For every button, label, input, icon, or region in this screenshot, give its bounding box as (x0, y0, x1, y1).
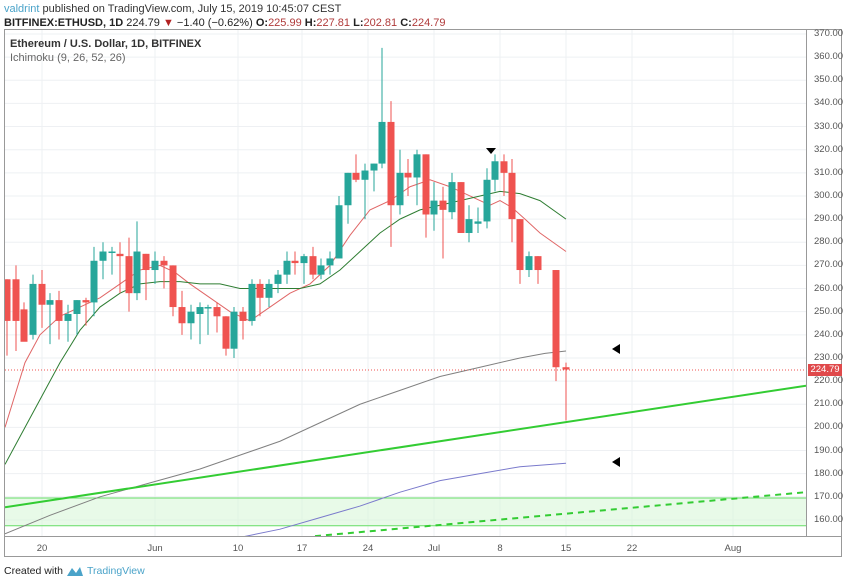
time-tick: 22 (626, 543, 638, 554)
last-price-tag: 224.79 (808, 364, 842, 376)
open-value: 225.99 (268, 17, 302, 29)
price-tick: 250.00 (814, 305, 844, 317)
price-tick: 280.00 (814, 236, 844, 248)
legend-indicator[interactable]: Ichimoku (9, 26, 52, 26) (10, 52, 126, 64)
time-tick: 24 (362, 543, 374, 554)
price-tick: 370.00 (814, 28, 844, 39)
tradingview-link[interactable]: TradingView (86, 565, 145, 577)
tradingview-logo-icon (66, 567, 83, 576)
author-link[interactable]: valdrint (4, 3, 40, 15)
publish-info: valdrint published on TradingView.com, J… (4, 3, 341, 15)
time-tick: 10 (232, 543, 244, 554)
high-label: H: (304, 17, 317, 29)
price-tick: 190.00 (814, 444, 844, 456)
time-tick: Aug (724, 543, 742, 554)
last-price: 224.79 (126, 17, 160, 29)
chart-pane[interactable] (4, 29, 807, 537)
open-label: O: (255, 17, 269, 29)
close-value: 224.79 (411, 17, 446, 29)
symbol: BITFINEX:ETHUSD, 1D (4, 17, 124, 29)
price-tick: 260.00 (814, 282, 844, 294)
price-change: −1.40 (−0.62%) (176, 17, 253, 29)
low-label: L: (353, 17, 364, 29)
time-tick: 8 (497, 543, 503, 554)
price-tick: 240.00 (814, 328, 844, 340)
price-tick: 350.00 (814, 74, 844, 86)
price-tick: 210.00 (814, 398, 844, 410)
price-tick: 300.00 (814, 189, 844, 201)
publish-text: published on TradingView.com, July 15, 2… (42, 3, 342, 15)
time-tick: Jun (147, 543, 163, 554)
price-tick: 290.00 (814, 213, 844, 225)
price-tick: 330.00 (814, 120, 844, 132)
price-tick: 320.00 (814, 143, 844, 155)
close-label: C: (400, 17, 412, 29)
time-axis[interactable] (4, 537, 842, 557)
price-tick: 340.00 (814, 97, 844, 109)
created-with-text: Created with (4, 565, 63, 577)
price-tick: 360.00 (814, 51, 844, 63)
footer: Created with TradingView (4, 565, 145, 577)
price-tick: 310.00 (814, 166, 844, 178)
price-tick: 230.00 (814, 351, 844, 363)
price-tick: 270.00 (814, 259, 844, 271)
down-arrow-icon: ▼ (162, 17, 174, 29)
price-tick: 170.00 (814, 490, 844, 502)
time-tick: 15 (560, 543, 572, 554)
price-tick: 200.00 (814, 421, 844, 433)
high-value: 227.81 (316, 17, 351, 29)
price-tick: 180.00 (814, 467, 844, 479)
price-tick: 160.00 (814, 513, 844, 525)
time-tick: 17 (296, 543, 308, 554)
symbol-info: BITFINEX:ETHUSD, 1D 224.79 ▼ −1.40 (−0.6… (4, 17, 445, 29)
price-tick: 220.00 (814, 375, 844, 387)
price-axis[interactable] (806, 29, 842, 537)
time-tick: Jul (427, 543, 441, 554)
legend-title: Ethereum / U.S. Dollar, 1D, BITFINEX (10, 38, 202, 50)
time-tick: 20 (36, 543, 48, 554)
low-value: 202.81 (363, 17, 398, 29)
chart-legend: Ethereum / U.S. Dollar, 1D, BITFINEX Ich… (10, 38, 201, 64)
